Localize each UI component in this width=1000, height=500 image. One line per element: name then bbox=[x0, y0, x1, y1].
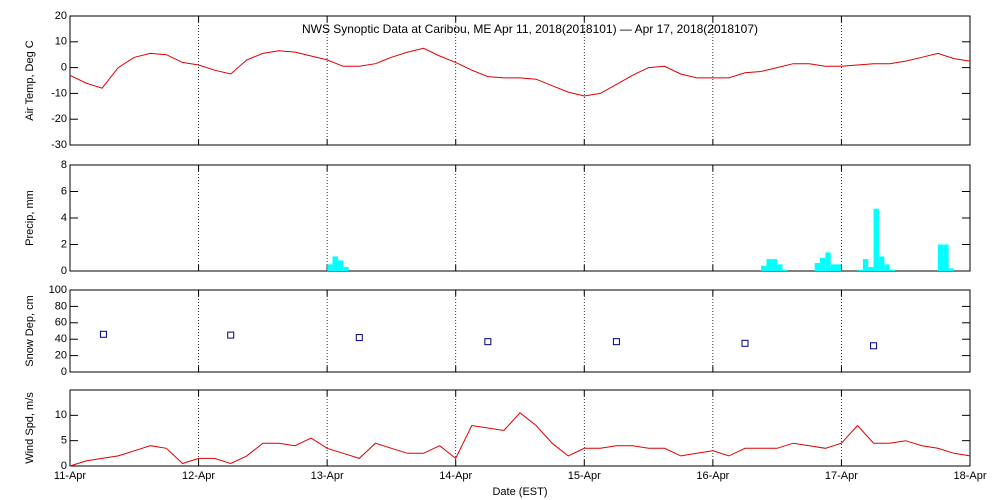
y-tick-label: 0 bbox=[61, 265, 67, 277]
bar bbox=[814, 263, 821, 271]
y-axis-label: Snow Dep, cm bbox=[24, 295, 36, 367]
bar bbox=[777, 264, 783, 271]
point bbox=[227, 331, 235, 339]
x-tick-label: 12-Apr bbox=[182, 470, 215, 482]
point bbox=[741, 339, 749, 347]
point bbox=[870, 342, 878, 350]
bar bbox=[332, 256, 338, 271]
y-tick-label: 4 bbox=[61, 212, 67, 224]
bar bbox=[825, 252, 831, 271]
x-axis-label: Date (EST) bbox=[492, 486, 547, 498]
bar bbox=[948, 268, 954, 271]
point bbox=[612, 338, 620, 346]
y-tick-label: 0 bbox=[61, 62, 67, 74]
y-tick-label: 20 bbox=[55, 350, 67, 362]
x-tick-label: 15-Apr bbox=[568, 470, 601, 482]
x-tick-label: 14-Apr bbox=[439, 470, 472, 482]
plot-frame bbox=[69, 289, 971, 373]
y-axis-label: Precip, mm bbox=[24, 190, 36, 246]
bar bbox=[343, 267, 349, 271]
bar bbox=[873, 208, 879, 271]
x-tick-label: 16-Apr bbox=[696, 470, 729, 482]
bar bbox=[782, 269, 788, 271]
y-tick-label: 8 bbox=[61, 159, 67, 171]
bar bbox=[771, 259, 778, 271]
y-tick-label: 10 bbox=[55, 36, 67, 48]
y-tick-label: -20 bbox=[51, 113, 67, 125]
bar bbox=[862, 259, 869, 271]
bar bbox=[766, 259, 772, 271]
bar bbox=[884, 264, 890, 271]
plot-frame bbox=[69, 15, 971, 146]
data-line bbox=[69, 412, 971, 467]
bar bbox=[889, 269, 895, 271]
y-tick-label: 2 bbox=[61, 238, 67, 250]
y-tick-label: 0 bbox=[61, 460, 67, 472]
y-tick-label: 100 bbox=[49, 284, 67, 296]
bar bbox=[937, 244, 944, 271]
bar bbox=[761, 265, 767, 271]
bar bbox=[943, 244, 949, 271]
y-tick-label: -30 bbox=[51, 139, 67, 151]
point bbox=[99, 330, 107, 338]
y-tick-label: 6 bbox=[61, 185, 67, 197]
y-tick-label: 20 bbox=[55, 10, 67, 22]
y-tick-label: 0 bbox=[61, 366, 67, 378]
y-axis-label: Air Temp, Deg C bbox=[24, 40, 36, 121]
bar bbox=[830, 264, 837, 271]
data-line bbox=[69, 47, 971, 97]
y-axis-label: Wind Spd, m/s bbox=[24, 392, 36, 464]
bar bbox=[337, 260, 344, 271]
bar bbox=[819, 257, 826, 271]
bar bbox=[878, 256, 885, 271]
bar bbox=[857, 269, 863, 271]
x-tick-label: 17-Apr bbox=[825, 470, 858, 482]
y-tick-label: 10 bbox=[55, 409, 67, 421]
plot-frame bbox=[69, 164, 971, 272]
x-tick-label: 11-Apr bbox=[54, 470, 87, 482]
y-tick-label: 5 bbox=[61, 435, 67, 447]
y-tick-label: 60 bbox=[55, 317, 67, 329]
x-tick-label: 13-Apr bbox=[311, 470, 344, 482]
chart-title: NWS Synoptic Data at Caribou, ME Apr 11,… bbox=[302, 22, 758, 36]
bar bbox=[868, 267, 874, 271]
y-tick-label: 80 bbox=[55, 300, 67, 312]
y-tick-label: -10 bbox=[51, 87, 67, 99]
point bbox=[484, 338, 492, 346]
x-tick-label: 18-Apr bbox=[953, 470, 986, 482]
bar bbox=[327, 264, 333, 271]
point bbox=[355, 334, 363, 342]
bar bbox=[836, 264, 842, 271]
plot-frame bbox=[69, 389, 971, 467]
y-tick-label: 40 bbox=[55, 333, 67, 345]
